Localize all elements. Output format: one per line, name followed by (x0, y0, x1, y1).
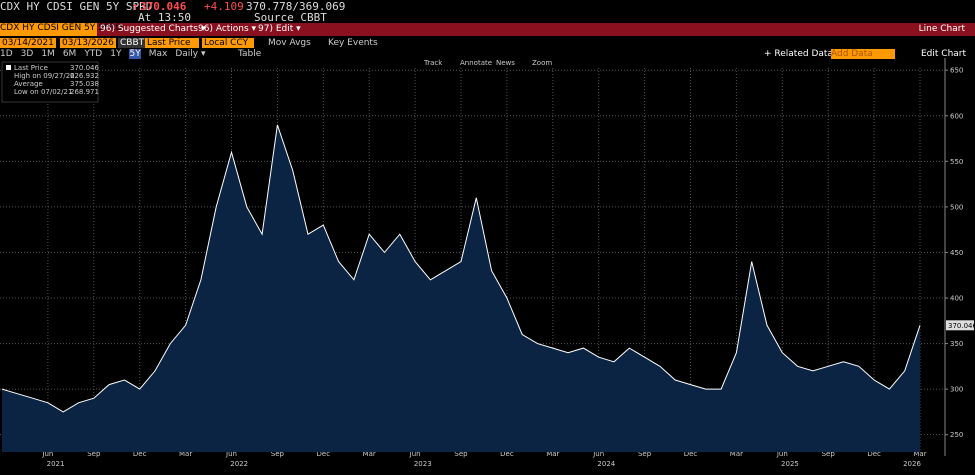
x-tick-label: Dec (133, 450, 147, 458)
year-label: 2026 (903, 460, 921, 468)
y-tick-label: 350 (950, 340, 963, 348)
x-tick-label: Jun (592, 450, 604, 458)
range-button[interactable]: 1D (0, 49, 13, 59)
start-date[interactable]: 03/14/2021 (0, 38, 56, 48)
suggested-charts[interactable]: 96) Suggested Charts ▾ (100, 24, 206, 34)
y-tick-label: 600 (950, 112, 963, 120)
x-tick-label: Jun (41, 450, 53, 458)
chart-tool[interactable]: News (496, 59, 515, 67)
x-tick-label: Mar (913, 450, 926, 458)
legend-swatch (6, 65, 11, 70)
x-tick-label: Mar (179, 450, 192, 458)
area-fill (2, 124, 920, 453)
range-button[interactable]: 5Y (129, 49, 141, 59)
x-tick-label: Jun (409, 450, 421, 458)
range-button[interactable]: Max (148, 49, 168, 59)
x-tick-label: Mar (363, 450, 376, 458)
stat-label: High on 09/27/22 (14, 72, 75, 80)
currency[interactable]: Local CCY (202, 38, 254, 48)
y-tick-label: 450 (950, 249, 963, 257)
x-tick-label: Sep (638, 450, 652, 458)
end-date[interactable]: 03/13/2026 (60, 38, 116, 48)
x-tick-label: Dec (867, 450, 881, 458)
range-button[interactable]: 1M (41, 49, 55, 59)
range-button[interactable]: YTD (84, 49, 103, 59)
price: 370.046 (140, 0, 187, 13)
edit[interactable]: 97) Edit ▾ (258, 24, 301, 34)
x-tick-label: Sep (271, 450, 285, 458)
x-tick-label: Dec (317, 450, 331, 458)
time: At 13:50 (138, 11, 191, 24)
x-tick-label: Jun (776, 450, 788, 458)
x-tick-label: Dec (684, 450, 698, 458)
price-line (1, 124, 921, 413)
stat-label: Average (14, 80, 43, 88)
key-events[interactable]: Key Events (328, 38, 378, 48)
x-tick-label: Dec (500, 450, 514, 458)
related-data[interactable]: + Related Data (764, 49, 833, 59)
y-tick-label: 400 (950, 295, 963, 303)
frequency[interactable]: Daily ▾ (175, 49, 206, 59)
chart-tool[interactable]: Annotate (460, 59, 492, 67)
source-box[interactable]: CBBT (118, 38, 147, 48)
stat-value: 375.038 (70, 80, 99, 88)
year-label: 2025 (781, 460, 799, 468)
mov-avgs[interactable]: Mov Avgs (268, 38, 311, 48)
x-tick-label: Sep (822, 450, 836, 458)
legend-value: 370.046 (70, 64, 99, 72)
legend-box (1, 61, 99, 103)
y-tick-label: 500 (950, 203, 963, 211)
actions[interactable]: 96) Actions ▾ (198, 24, 257, 34)
y-tick-label: 250 (950, 431, 963, 439)
chart-tool[interactable]: Zoom (532, 59, 552, 67)
stat-value: 268.971 (70, 88, 99, 96)
source: Source CBBT (254, 11, 327, 24)
price-arrow: ↑ (132, 0, 139, 13)
year-label: 2021 (47, 460, 65, 468)
chart: Track Annotate News Zoom 250 300 350 400 450 500 5… (0, 58, 975, 468)
add-data[interactable]: Add Data (831, 49, 895, 59)
stat-value: 626.932 (70, 72, 99, 80)
range-buttons: 1D 3D 1M 6M YTD 1Y 5Y Max Daily ▾ (0, 49, 205, 59)
edit-chart[interactable]: Edit Chart (921, 49, 967, 59)
y-tick-label: 300 (950, 386, 963, 394)
stat-label: Low on 07/02/21 (14, 88, 72, 96)
bid-ask: 370.778/369.069 (246, 0, 346, 13)
year-label: 2022 (230, 460, 248, 468)
x-tick-label: Sep (454, 450, 468, 458)
legend-name: Last Price (14, 64, 48, 72)
range-button[interactable]: 1Y (110, 49, 122, 59)
last-value-box (946, 320, 974, 331)
x-tick-label: Sep (87, 450, 101, 458)
range-button[interactable]: 3D (20, 49, 34, 59)
field[interactable]: Last Price (145, 38, 199, 48)
y-tick-label: 650 (950, 67, 963, 75)
x-tick-label: Jun (225, 450, 237, 458)
x-tick-label: Mar (730, 450, 743, 458)
menu-bar (0, 23, 975, 36)
chart-tool[interactable]: Track (423, 59, 443, 67)
year-label: 2024 (597, 460, 615, 468)
change: +4.109 (204, 0, 244, 13)
year-label: 2023 (414, 460, 432, 468)
chart-kind: Line Chart (918, 24, 965, 34)
x-tick-label: Mar (546, 450, 559, 458)
last-value-label: 370.046 (948, 322, 975, 330)
ticker: CDX HY CDSI GEN 5Y SPRD (0, 0, 153, 13)
y-tick-label: 550 (950, 158, 963, 166)
ticker-box[interactable]: CDX HY CDSI GEN 5Y SPRD (0, 23, 122, 36)
table[interactable]: Table (238, 49, 262, 59)
range-button[interactable]: 6M (62, 49, 77, 59)
